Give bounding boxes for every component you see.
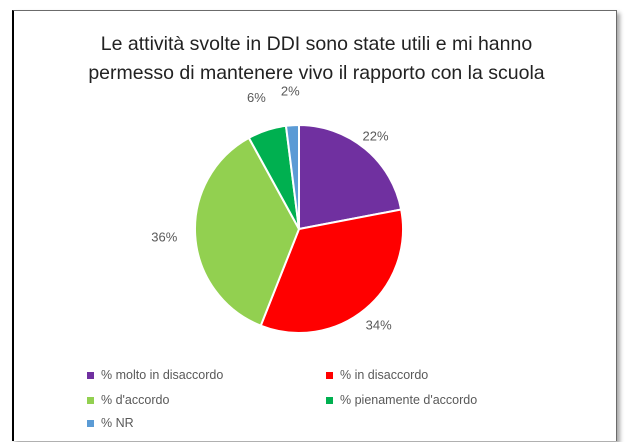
legend-label-2: % d'accordo (101, 393, 170, 407)
pie-slice-1 (259, 208, 404, 334)
chart-area: Le attività svolte in DDI sono state uti… (12, 10, 617, 441)
data-label-3: 6% (247, 90, 266, 105)
legend-swatch-3 (326, 396, 333, 404)
pie-slice-2 (194, 136, 301, 327)
pie-slices (194, 123, 404, 334)
legend-swatch-0 (87, 371, 94, 379)
pie-slice-4 (284, 123, 300, 230)
pie-slice-0 (298, 123, 403, 231)
legend-item-1: % in disaccordo (326, 368, 428, 382)
legend-label-1: % in disaccordo (340, 368, 429, 382)
data-label-4: 2% (281, 83, 300, 98)
legend-swatch-2 (87, 396, 94, 404)
pie-data-labels: 22% 34% 36% 6% 2% (151, 83, 392, 332)
legend-swatch-4 (87, 419, 94, 427)
legend-label-0: % molto in disaccordo (101, 368, 224, 382)
data-label-2: 36% (151, 230, 177, 245)
data-label-1: 34% (366, 317, 392, 332)
legend-item-3: % pienamente d'accordo (326, 393, 477, 407)
data-label-0: 22% (362, 129, 388, 144)
legend-item-2: % d'accordo (87, 393, 169, 407)
chart-title-line-1: Le attività svolte in DDI sono state uti… (100, 33, 533, 55)
legend-item-0: % molto in disaccordo (87, 368, 223, 382)
legend-swatch-1 (326, 371, 333, 379)
chart-title-line-2: permesso di mantenere vivo il rapporto c… (88, 62, 545, 84)
chart-title: Le attività svolte in DDI sono state uti… (14, 30, 619, 88)
legend-label-4: % NR (101, 416, 134, 430)
legend-label-3: % pienamente d'accordo (340, 393, 478, 407)
legend-item-4: % NR (87, 416, 134, 430)
pie-chart: 22% 34% 36% 6% 2% (151, 83, 404, 334)
